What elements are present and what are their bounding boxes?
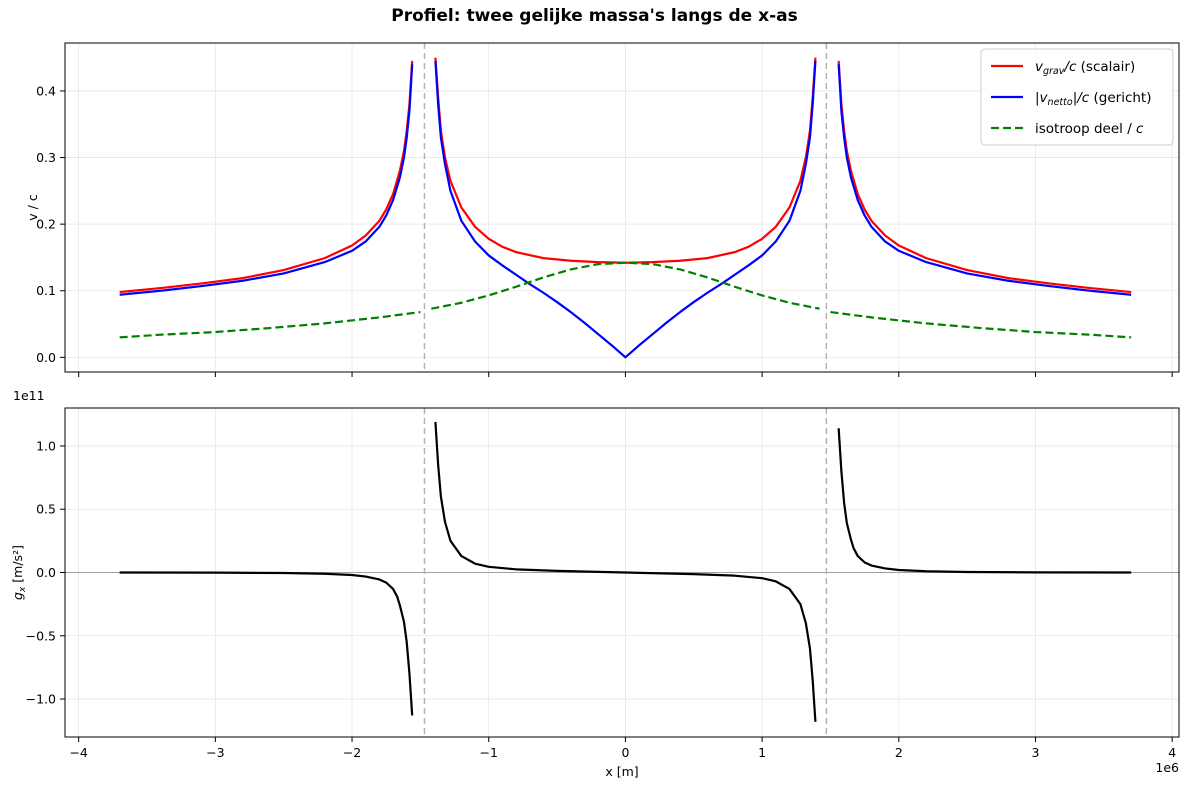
x-tick-label: −1 [480, 745, 498, 760]
y-tick-label: 0.0 [36, 565, 56, 580]
top-panel-velocity: 0.0 0.1 0.2 0.3 0.4 v / c vgrav/c (scalair) |vn… [25, 42, 1180, 377]
axes-frame [64, 42, 1180, 373]
legend-entry-1: |vnetto|/c (gericht) [1035, 90, 1152, 108]
y-tick-label: −0.5 [26, 628, 56, 643]
legend: vgrav/c (scalair) |vnetto|/c (gericht) iso… [980, 48, 1174, 146]
series-line-1 [119, 60, 1132, 359]
series-line-2 [119, 261, 1132, 339]
figure-title: Profiel: twee gelijke massa's langs de x… [391, 6, 798, 26]
x-axis-label: x [m] [605, 764, 638, 779]
x-tick-label: 1 [758, 745, 766, 760]
x-tick-label: 4 [1168, 745, 1176, 760]
x-tick-label: −2 [343, 745, 361, 760]
bottom-panel-gravity: −4 −3 −2 −1 0 1 2 3 4 −1.0 −0.5 0.0 0.5 1.0 gx [m/s²] x… [10, 388, 1180, 779]
y-tick-label: 0.1 [36, 283, 56, 298]
x-tick-label: 0 [621, 745, 629, 760]
y-axis-label-gravity: gx [m/s²] [10, 545, 28, 600]
legend-entry-0: vgrav/c (scalair) [1035, 59, 1135, 77]
x-tick-label: 3 [1032, 745, 1040, 760]
y-tick-label: 0.5 [36, 502, 56, 517]
series-line-0 [119, 421, 1132, 722]
y-tick-label: −1.0 [26, 692, 56, 707]
y-tick-label: 0.4 [36, 83, 56, 98]
y-tick-label: 0.3 [36, 150, 56, 165]
x-tick-label: −4 [69, 745, 87, 760]
legend-entry-2: isotroop deel / c [1035, 121, 1144, 137]
y-tick-label: 1.0 [36, 438, 56, 453]
y-tick-label: 0.0 [36, 350, 56, 365]
x-offset-text: 1e6 [1155, 760, 1179, 775]
y-axis-label-velocity: v / c [25, 194, 40, 221]
y-tick-label: 0.2 [36, 217, 56, 232]
x-tick-label: 2 [895, 745, 903, 760]
x-tick-label: −3 [206, 745, 224, 760]
y-offset-text: 1e11 [13, 388, 45, 403]
legend-box [980, 48, 1174, 146]
